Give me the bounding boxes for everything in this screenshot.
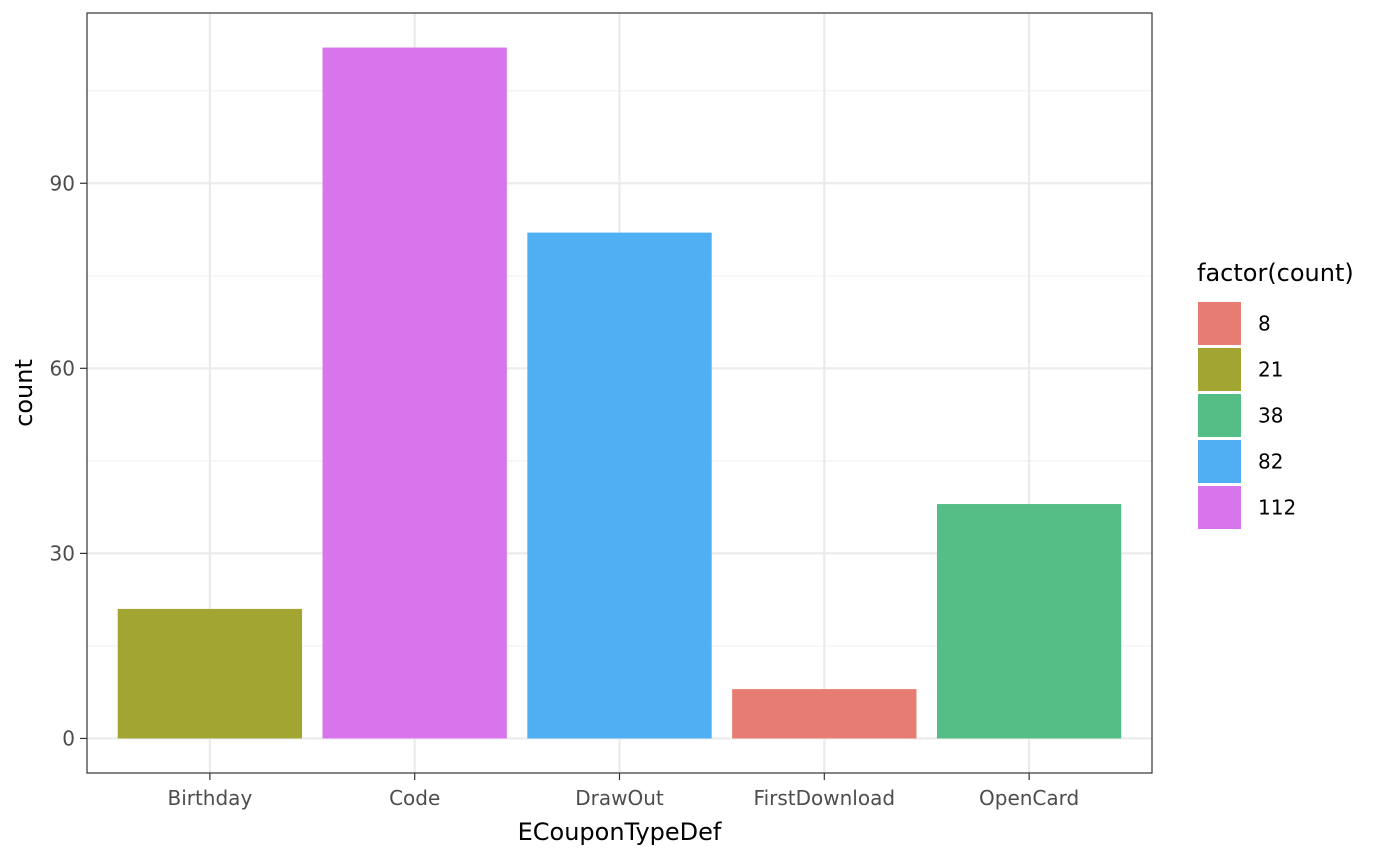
x-tick-label: DrawOut — [575, 786, 664, 810]
y-tick-label: 60 — [50, 356, 75, 380]
bars — [117, 47, 1122, 739]
y-tick-label: 30 — [50, 541, 75, 565]
bar-opencard — [936, 504, 1122, 739]
x-axis: Birthday Code DrawOut FirstDownload OpenCard — [167, 773, 1079, 810]
y-tick-label: 90 — [50, 171, 75, 195]
legend-key — [1198, 302, 1241, 345]
legend-label: 8 — [1258, 312, 1271, 336]
legend-label: 21 — [1258, 358, 1283, 382]
y-tick-label: 0 — [62, 726, 75, 750]
bar-birthday — [117, 608, 303, 739]
bar-drawout — [527, 232, 712, 739]
x-tick-label: Birthday — [167, 786, 252, 810]
y-axis: 0 30 60 90 — [50, 171, 87, 750]
legend-label: 38 — [1258, 404, 1283, 428]
legend: factor(count) 8 21 38 82 112 — [1197, 259, 1354, 529]
bar-firstdownload — [732, 689, 917, 739]
legend-key — [1198, 486, 1241, 529]
x-tick-label: FirstDownload — [754, 786, 896, 810]
x-axis-title: ECouponTypeDef — [518, 818, 722, 846]
x-tick-label: OpenCard — [979, 786, 1079, 810]
legend-title: factor(count) — [1197, 259, 1354, 287]
legend-items: 8 21 38 82 112 — [1198, 302, 1296, 529]
legend-key — [1198, 394, 1241, 437]
bar-code — [322, 47, 507, 739]
legend-label: 82 — [1258, 450, 1283, 474]
legend-label: 112 — [1258, 496, 1296, 520]
legend-key — [1198, 440, 1241, 483]
legend-key — [1198, 348, 1241, 391]
x-tick-label: Code — [389, 786, 440, 810]
y-axis-title: count — [10, 359, 38, 427]
